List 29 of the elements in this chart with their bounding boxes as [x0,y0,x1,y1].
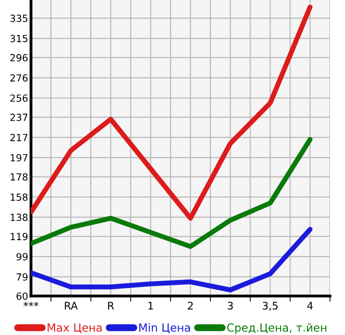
line-series [31,136,312,249]
x-tick-label: 1 [148,302,153,310]
y-tick-label: 178 [10,173,28,181]
x-tick-label: 3 [228,302,233,310]
y-tick-label: 276 [10,74,28,82]
x-tick-label: 2 [188,302,193,310]
y-tick-label: 237 [10,114,28,122]
y-tick-label: 315 [10,34,28,42]
x-tick-label: 4 [307,302,313,310]
line-series [31,226,312,292]
x-tick-label: R [108,302,114,310]
legend-label: Max Цена [48,323,102,334]
y-tick-label: 296 [10,54,28,62]
x-tick-label: *** [24,302,38,306]
y-tick-label: 119 [10,232,28,240]
y-tick-label: 60 [16,292,28,300]
y-tick-label: 158 [10,193,28,201]
y-tick-label: 197 [10,154,28,162]
y-tick-label: 138 [10,214,28,222]
y-tick-label: 99 [16,253,28,260]
y-tick-label: 256 [10,94,28,102]
legend-label: Min Цена [139,323,190,334]
y-tick-label: 335 [10,14,28,22]
line-series [31,4,312,221]
x-tick-label: 3,5 [262,302,278,311]
y-tick-label: 217 [10,134,28,142]
legend-label: Сред.Цена, т.йен [227,323,326,334]
y-tick-label: 79 [16,273,28,281]
x-tick-label: RA [64,302,78,310]
